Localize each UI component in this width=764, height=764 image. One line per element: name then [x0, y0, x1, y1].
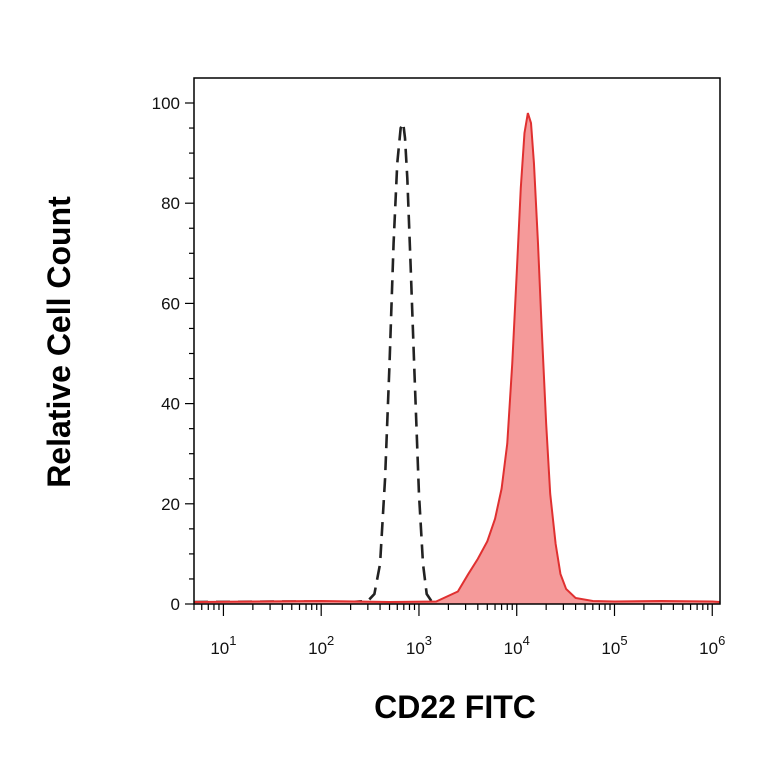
x-tick-label: 101 — [210, 633, 236, 658]
y-axis-title: Relative Cell Count — [41, 196, 77, 488]
x-tick-label: 104 — [504, 633, 530, 658]
x-tick-label: 106 — [699, 633, 725, 658]
plot-frame — [193, 77, 721, 605]
x-tick-label: 103 — [406, 633, 432, 658]
y-tick-label: 40 — [161, 395, 180, 414]
plot-area — [193, 112, 721, 605]
x-tick-label: 102 — [308, 633, 334, 658]
x-axis-title: CD22 FITC — [374, 689, 536, 725]
y-tick-label: 0 — [171, 595, 180, 614]
y-tick-label: 60 — [161, 294, 180, 313]
y-tick-label: 100 — [152, 94, 180, 113]
axes: 0 20 40 60 80 100 101 102 103 104 105 106 — [152, 77, 725, 658]
sample-histogram-fill — [194, 113, 720, 605]
control-histogram-line — [193, 118, 437, 605]
x-tick-label: 105 — [601, 633, 627, 658]
y-tick-label: 20 — [161, 495, 180, 514]
sample-histogram-line — [193, 112, 721, 604]
y-tick-label: 80 — [161, 194, 180, 213]
